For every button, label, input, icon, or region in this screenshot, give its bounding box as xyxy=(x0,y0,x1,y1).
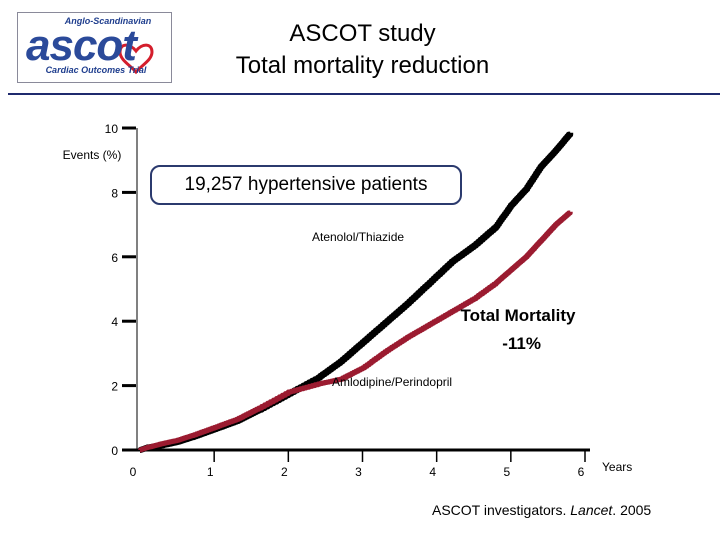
y-tick-label: 0 xyxy=(111,444,118,458)
y-tick-label: 4 xyxy=(111,315,118,329)
x-tick-label: 2 xyxy=(281,465,288,479)
ascot-logo: Anglo-Scandinavian ascot Cardiac Outcome… xyxy=(17,12,172,83)
title-line-1: ASCOT study xyxy=(289,20,436,47)
patients-callout: 19,257 hypertensive patients xyxy=(150,165,462,205)
citation: ASCOT investigators. Lancet. 2005 xyxy=(432,502,651,518)
x-tick-label: 1 xyxy=(207,465,214,479)
slide-title: ASCOT study Total mortality reduction xyxy=(185,18,540,82)
amlodipine-perindopril-line xyxy=(138,210,573,453)
y-tick-label: 2 xyxy=(111,380,118,394)
y-tick-label: 6 xyxy=(111,251,118,265)
x-tick-label: 6 xyxy=(578,465,585,479)
chart-series xyxy=(137,131,574,453)
x-tick-label: 0 xyxy=(130,465,137,479)
header-divider xyxy=(8,93,720,95)
x-axis-label: Years xyxy=(602,460,632,474)
logo-main-text: ascot xyxy=(26,21,137,70)
amlodipine-series-label: Amlodipine/Perindopril xyxy=(332,375,452,389)
title-line-2: Total mortality reduction xyxy=(235,52,490,79)
y-ticks: 0 2 4 6 8 10 xyxy=(105,122,136,458)
reduction-label-line-1: Total Mortality xyxy=(461,306,576,325)
y-axis-label: Events (%) xyxy=(63,148,122,162)
reduction-label-line-2: -11% xyxy=(502,334,541,353)
x-tick-label: 4 xyxy=(429,465,436,479)
x-tick-label: 5 xyxy=(503,465,510,479)
x-tick-label: 3 xyxy=(355,465,362,479)
y-tick-label: 10 xyxy=(105,122,119,136)
y-tick-label: 8 xyxy=(111,186,118,200)
citation-suffix: . 2005 xyxy=(612,502,652,518)
atenolol-series-label: Atenolol/Thiazide xyxy=(312,230,404,244)
logo-bottom-text: Cardiac Outcomes Trial xyxy=(45,65,147,75)
x-ticks: 0 1 2 3 4 5 6 xyxy=(130,450,586,479)
citation-journal: Lancet xyxy=(570,502,613,518)
heart-icon xyxy=(118,43,154,75)
logo-top-text: Anglo-Scandinavian xyxy=(64,16,152,26)
citation-prefix: ASCOT investigators. xyxy=(432,502,571,518)
